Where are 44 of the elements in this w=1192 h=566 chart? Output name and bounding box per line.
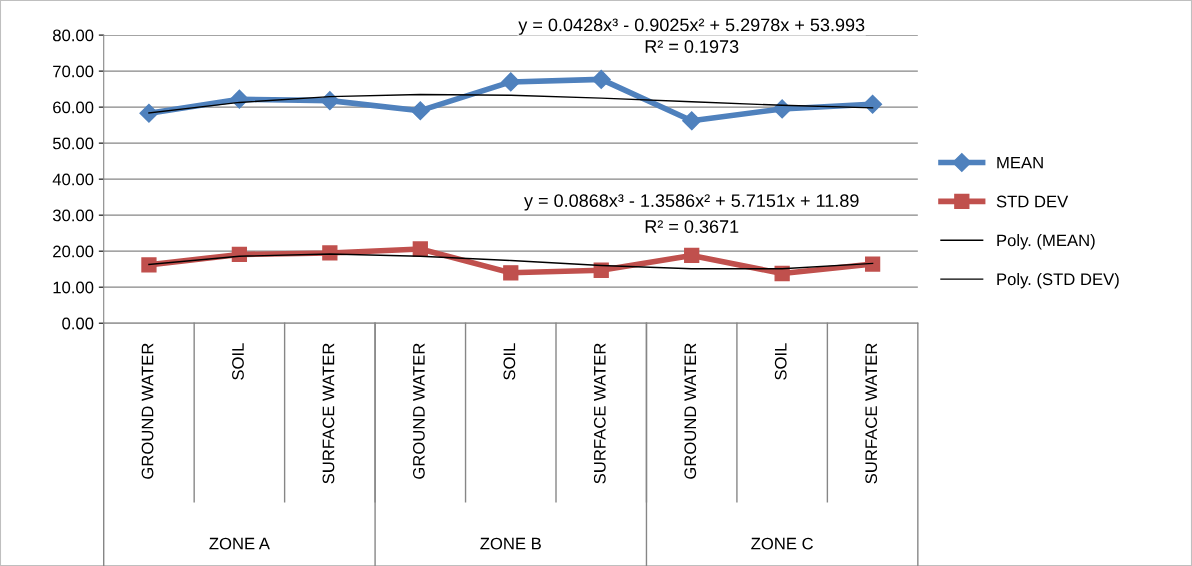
- y-tick-label: 30.00: [52, 209, 94, 222]
- point: [139, 103, 159, 123]
- y-tick-label: 80.00: [53, 29, 94, 42]
- y-tick-label: 40.00: [52, 173, 94, 186]
- point: [410, 101, 430, 121]
- point: [682, 111, 702, 131]
- y-tick-label: 60.00: [53, 101, 94, 114]
- point: [863, 94, 883, 114]
- x-tick-label: SOIL: [774, 343, 787, 380]
- x-tick-label: GROUND WATER: [684, 343, 697, 479]
- text: y = 0.0428x³ - 0.9025x² + 5.2978x + 53.993: [518, 18, 865, 35]
- legend-label: Poly. (STD DEV): [997, 272, 1119, 289]
- legend-label: MEAN: [997, 156, 1043, 169]
- point: [503, 265, 519, 281]
- text: ZONE C: [751, 537, 813, 550]
- text: ZONE B: [480, 537, 541, 550]
- point: [229, 89, 249, 109]
- x-tick-label: SOIL: [232, 343, 244, 380]
- point: [593, 262, 609, 278]
- point: [412, 241, 428, 257]
- x-tick-label: SOIL: [503, 343, 516, 380]
- x-tick-label: SURFACE WATER: [322, 343, 335, 484]
- point: [684, 247, 700, 264]
- text: ZONE A: [209, 537, 270, 550]
- y-tick-label: 10.00: [53, 281, 94, 294]
- point: [141, 257, 157, 273]
- x-tick-label: SURFACE WATER: [865, 343, 878, 484]
- y-tick-label: 20.00: [53, 245, 94, 258]
- annotation: R² = 0.1973: [645, 40, 739, 53]
- legend-label: Poly. (MEAN): [997, 234, 1095, 250]
- x-tick-label: GROUND WATER: [141, 343, 154, 479]
- point: [591, 69, 611, 89]
- point: [864, 256, 881, 272]
- point: [501, 72, 521, 92]
- x-tick-label: SURFACE WATER: [593, 343, 606, 484]
- point: [772, 99, 792, 119]
- legend-label: STD DEV: [996, 195, 1069, 208]
- annotation: y = 0.0868x³ - 1.3586x² + 5.7151x + 11.89: [524, 194, 859, 211]
- point: [320, 91, 340, 111]
- y-tick-label: 50.00: [52, 137, 94, 150]
- y-tick-label: 70.00: [53, 65, 94, 78]
- annotation: R² = 0.3671: [645, 220, 739, 233]
- y-tick-label: 0.00: [62, 317, 94, 330]
- x-tick-label: GROUND WATER: [412, 343, 425, 479]
